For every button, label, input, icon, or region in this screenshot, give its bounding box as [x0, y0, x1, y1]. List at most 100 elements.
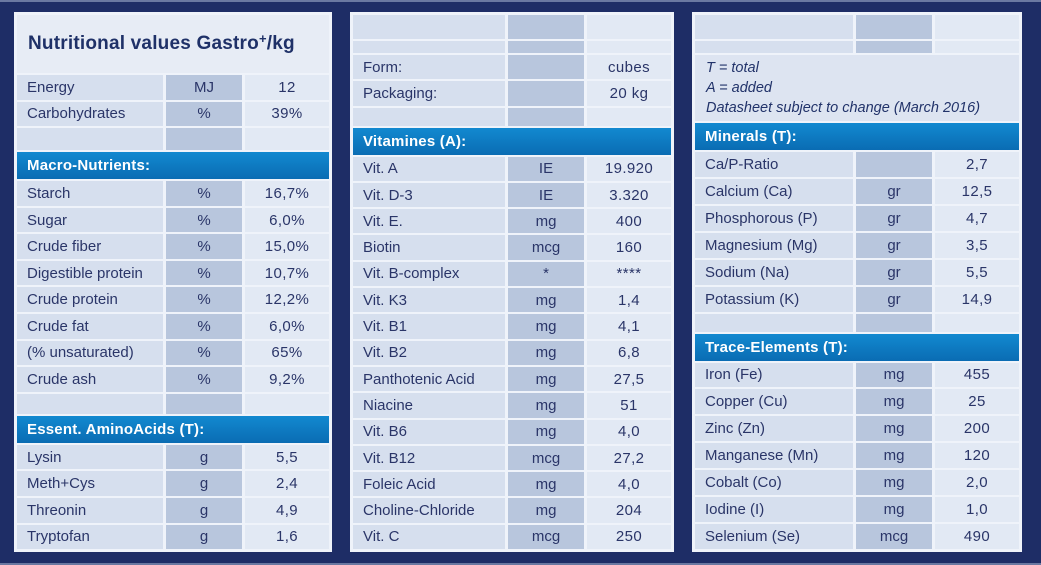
- row-value: 400: [587, 209, 671, 234]
- spacer-row: [695, 313, 1019, 332]
- row-value: 9,2%: [245, 367, 329, 392]
- row-value: 14,9: [935, 286, 1019, 312]
- row-value: 15,0%: [245, 234, 329, 259]
- table-row: Choline-Chloride mg 204: [353, 498, 671, 523]
- row-unit: [508, 81, 584, 106]
- table-row: (% unsaturated)% 65%: [17, 340, 329, 366]
- row-unit: mg: [508, 393, 584, 418]
- row-label: Vit. B6: [353, 419, 505, 444]
- row-value: 204: [587, 498, 671, 523]
- row-value: [587, 15, 671, 39]
- table-row: Form: cubes: [353, 55, 671, 80]
- panel-title: Nutritional values Gastro + /kg: [17, 15, 329, 73]
- table-row: Biotin mcg 160: [353, 235, 671, 260]
- table-row: Vit. B12 mcg 27,2: [353, 445, 671, 471]
- panel-title-suffix: /kg: [266, 33, 295, 54]
- row-unit: mg: [508, 288, 584, 313]
- row-label: Choline-Chloride: [353, 498, 505, 523]
- row-label: [353, 41, 505, 53]
- row-label: Vit. E.: [353, 209, 505, 234]
- row-label: [695, 15, 853, 39]
- footnote-line: T = total: [706, 60, 759, 76]
- row-label: Vit. B1: [353, 314, 505, 339]
- row-value: 25: [935, 389, 1019, 415]
- row-unit: mg: [508, 498, 584, 523]
- table-row: Manganese (Mn) mg 120: [695, 443, 1019, 469]
- row-value: 39%: [245, 101, 329, 127]
- row-value: 2,0: [935, 470, 1019, 496]
- row-value: 12,2%: [245, 287, 329, 313]
- table-row: Calcium (Ca) gr 12,5: [695, 178, 1019, 204]
- row-value: 5,5: [935, 259, 1019, 285]
- table-row: Vit. B2 mg 6,8: [353, 340, 671, 365]
- row-value: 19.920: [587, 156, 671, 181]
- panel-minerals-and-trace-elements: T = total A = added Datasheet subject to c…: [692, 12, 1022, 552]
- table-row: Carbohydrates% 39%: [17, 101, 329, 127]
- table-row: Phosphorous (P) gr 4,7: [695, 205, 1019, 231]
- row-value: 200: [935, 416, 1019, 442]
- row-unit: %: [166, 181, 242, 206]
- row-label: Vit. C: [353, 524, 505, 550]
- row-label: Energy: [17, 75, 163, 100]
- table-row: Threonin g 4,9: [17, 497, 329, 523]
- row-label: Carbohydrates: [17, 101, 163, 127]
- section-header-label: Minerals (T):: [705, 128, 797, 145]
- table-row: Vit. E. mg 400: [353, 209, 671, 234]
- row-value: [587, 41, 671, 53]
- footnote: T = total A = added Datasheet subject to c…: [695, 55, 1019, 121]
- row-label: Crude ash: [17, 367, 163, 392]
- row-value: 20 kg: [587, 81, 671, 106]
- row-value: 455: [935, 362, 1019, 388]
- row-unit: [508, 15, 584, 39]
- panel-title-superscript: +: [258, 30, 267, 46]
- row-label: Phosphorous (P): [695, 205, 853, 231]
- row-unit: mg: [508, 472, 584, 497]
- row-value: [587, 107, 671, 126]
- row-label: [695, 313, 853, 332]
- table-row: Sugar% 6,0%: [17, 207, 329, 233]
- row-label: Starch: [17, 181, 163, 206]
- section-header-label: Macro-Nutrients:: [27, 157, 151, 175]
- panel-nutritional-values: Nutritional values Gastro + /kg Energy MJ 12…: [14, 12, 332, 552]
- table-row: Packaging: 20 kg: [353, 81, 671, 106]
- row-label: Zinc (Zn): [695, 416, 853, 442]
- row-label: Iron (Fe): [695, 362, 853, 388]
- row-value: 2,7: [935, 152, 1019, 177]
- row-unit: [856, 15, 932, 39]
- row-value: 250: [587, 524, 671, 550]
- table-row: Energy MJ 12: [17, 75, 329, 100]
- row-value: 1,6: [245, 524, 329, 550]
- row-unit: [856, 41, 932, 53]
- row-unit: [856, 152, 932, 177]
- row-unit: mg: [508, 314, 584, 339]
- table-row: Iron (Fe) mg 455: [695, 362, 1019, 388]
- row-label: Vit. D-3: [353, 182, 505, 208]
- footnote-line: A = added: [706, 80, 772, 96]
- row-unit: %: [166, 260, 242, 286]
- row-label: [353, 15, 505, 39]
- row-unit: mg: [856, 362, 932, 388]
- spacer-row: [17, 393, 329, 414]
- row-label: Cobalt (Co): [695, 470, 853, 496]
- row-unit: [166, 128, 242, 151]
- row-unit: %: [166, 101, 242, 127]
- frame-edge-bottom: [0, 563, 1041, 565]
- row-value: 3.320: [587, 182, 671, 208]
- row-unit: [166, 393, 242, 414]
- row-unit: g: [166, 524, 242, 550]
- row-label: Manganese (Mn): [695, 443, 853, 469]
- row-value: 1,4: [587, 288, 671, 313]
- table-row: Vit. A IE 19.920: [353, 156, 671, 181]
- spacer-row: [695, 41, 1019, 53]
- row-unit: [508, 55, 584, 80]
- row-label: (% unsaturated): [17, 340, 163, 366]
- table-row: Cobalt (Co) mg 2,0: [695, 470, 1019, 496]
- row-unit: mcg: [508, 235, 584, 260]
- row-label: Niacine: [353, 393, 505, 418]
- row-unit: %: [166, 367, 242, 392]
- row-value: [245, 393, 329, 414]
- row-unit: gr: [856, 205, 932, 231]
- table-row: Foleic Acid mg 4,0: [353, 472, 671, 497]
- row-unit: mg: [856, 443, 932, 469]
